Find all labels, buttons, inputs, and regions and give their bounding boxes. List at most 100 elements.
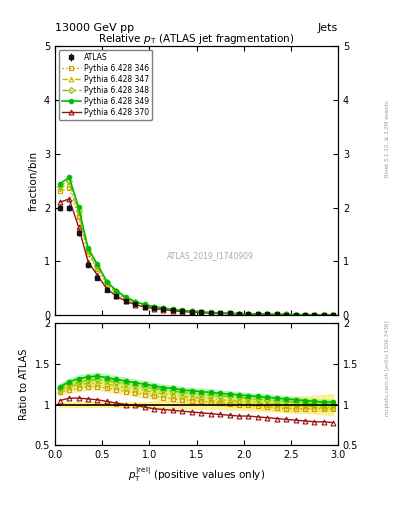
Pythia 6.428 348 (274, 311, 279, 317)
Pythia 6.428 348 (133, 299, 138, 305)
Pythia 6.428 346 (161, 306, 166, 312)
Pythia 6.428 349 (133, 298, 138, 305)
Pythia 6.428 370 (293, 312, 298, 318)
Pythia 6.428 347 (218, 310, 222, 316)
Pythia 6.428 349 (171, 306, 175, 312)
Title: Relative $p_{\mathrm{T}}$ (ATLAS jet fragmentation): Relative $p_{\mathrm{T}}$ (ATLAS jet fra… (98, 32, 295, 46)
Pythia 6.428 346 (246, 311, 251, 317)
Pythia 6.428 370 (142, 304, 147, 310)
Pythia 6.428 349 (95, 261, 100, 267)
Pythia 6.428 348 (161, 305, 166, 311)
Pythia 6.428 347 (293, 311, 298, 317)
Pythia 6.428 346 (105, 282, 109, 288)
Pythia 6.428 347 (142, 302, 147, 308)
Pythia 6.428 349 (114, 288, 119, 294)
Pythia 6.428 347 (331, 312, 336, 318)
Pythia 6.428 348 (86, 247, 90, 253)
Pythia 6.428 370 (284, 312, 288, 318)
Pythia 6.428 370 (331, 312, 336, 318)
Pythia 6.428 349 (152, 304, 156, 310)
Legend: ATLAS, Pythia 6.428 346, Pythia 6.428 347, Pythia 6.428 348, Pythia 6.428 349, P: ATLAS, Pythia 6.428 346, Pythia 6.428 34… (59, 50, 152, 120)
Pythia 6.428 349 (57, 181, 62, 187)
Pythia 6.428 348 (246, 311, 251, 317)
Pythia 6.428 346 (133, 300, 138, 306)
Pythia 6.428 348 (255, 311, 260, 317)
Pythia 6.428 370 (123, 298, 128, 304)
Pythia 6.428 370 (227, 311, 232, 317)
Pythia 6.428 346 (265, 311, 270, 317)
Pythia 6.428 346 (284, 311, 288, 317)
Pythia 6.428 347 (171, 307, 175, 313)
Pythia 6.428 346 (255, 311, 260, 317)
Pythia 6.428 347 (133, 300, 138, 306)
Pythia 6.428 348 (171, 307, 175, 313)
Pythia 6.428 348 (180, 308, 185, 314)
Pythia 6.428 349 (255, 311, 260, 317)
Pythia 6.428 346 (321, 312, 326, 318)
Text: 13000 GeV pp: 13000 GeV pp (55, 23, 134, 33)
Pythia 6.428 348 (105, 279, 109, 285)
Pythia 6.428 347 (303, 312, 307, 318)
Pythia 6.428 348 (284, 311, 288, 317)
Pythia 6.428 370 (95, 272, 100, 279)
Pythia 6.428 347 (95, 264, 100, 270)
Text: Rivet 3.1.10, ≥ 3.2M events: Rivet 3.1.10, ≥ 3.2M events (385, 100, 389, 177)
Pythia 6.428 348 (142, 302, 147, 308)
Pythia 6.428 348 (208, 309, 213, 315)
Pythia 6.428 347 (161, 306, 166, 312)
Pythia 6.428 346 (331, 312, 336, 318)
Pythia 6.428 347 (312, 312, 317, 318)
Pythia 6.428 347 (274, 311, 279, 317)
Pythia 6.428 346 (312, 312, 317, 318)
Text: ATLAS_2019_I1740909: ATLAS_2019_I1740909 (167, 251, 254, 261)
Pythia 6.428 370 (255, 311, 260, 317)
Pythia 6.428 347 (114, 289, 119, 295)
Pythia 6.428 370 (265, 311, 270, 317)
Pythia 6.428 347 (255, 311, 260, 317)
Pythia 6.428 370 (180, 308, 185, 314)
Pythia 6.428 348 (218, 310, 222, 316)
Pythia 6.428 346 (76, 214, 81, 220)
Pythia 6.428 348 (321, 312, 326, 318)
Pythia 6.428 346 (57, 188, 62, 195)
Pythia 6.428 349 (123, 294, 128, 300)
Pythia 6.428 348 (95, 263, 100, 269)
Pythia 6.428 346 (86, 251, 90, 257)
Pythia 6.428 348 (57, 183, 62, 189)
Pythia 6.428 348 (199, 309, 204, 315)
Pythia 6.428 349 (208, 309, 213, 315)
Pythia 6.428 346 (274, 311, 279, 317)
Pythia 6.428 346 (123, 296, 128, 302)
Text: Jets: Jets (318, 23, 338, 33)
Line: Pythia 6.428 346: Pythia 6.428 346 (57, 186, 336, 317)
Pythia 6.428 348 (114, 288, 119, 294)
Pythia 6.428 347 (265, 311, 270, 317)
Pythia 6.428 347 (246, 311, 251, 317)
Pythia 6.428 348 (293, 311, 298, 317)
Pythia 6.428 349 (331, 312, 336, 318)
Pythia 6.428 370 (274, 311, 279, 317)
Pythia 6.428 370 (312, 312, 317, 318)
Pythia 6.428 349 (218, 310, 222, 316)
Pythia 6.428 349 (86, 245, 90, 251)
Pythia 6.428 347 (237, 311, 241, 317)
Pythia 6.428 370 (114, 293, 119, 299)
Pythia 6.428 370 (57, 199, 62, 205)
Pythia 6.428 370 (303, 312, 307, 318)
Pythia 6.428 348 (331, 312, 336, 318)
Pythia 6.428 347 (86, 249, 90, 255)
Pythia 6.428 347 (208, 310, 213, 316)
Pythia 6.428 349 (265, 311, 270, 317)
Pythia 6.428 349 (227, 310, 232, 316)
Pythia 6.428 348 (67, 178, 72, 184)
Y-axis label: fraction/bin: fraction/bin (28, 151, 39, 211)
Line: Pythia 6.428 370: Pythia 6.428 370 (57, 197, 336, 317)
Pythia 6.428 347 (67, 181, 72, 187)
Pythia 6.428 370 (171, 308, 175, 314)
Pythia 6.428 349 (284, 311, 288, 317)
X-axis label: $p_{\rm T}^{|\rm rel|}$ (positive values only): $p_{\rm T}^{|\rm rel|}$ (positive values… (128, 466, 265, 484)
Pythia 6.428 349 (274, 311, 279, 317)
Pythia 6.428 370 (208, 310, 213, 316)
Pythia 6.428 370 (189, 309, 194, 315)
Pythia 6.428 370 (321, 312, 326, 318)
